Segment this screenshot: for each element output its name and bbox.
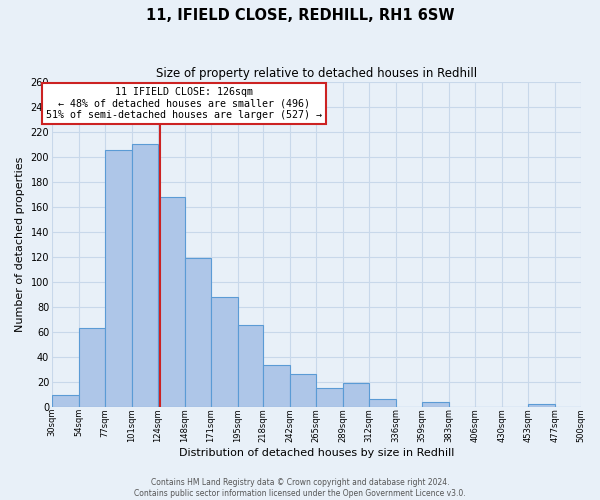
Bar	[316, 388, 343, 406]
X-axis label: Distribution of detached houses by size in Redhill: Distribution of detached houses by size …	[179, 448, 454, 458]
Bar	[132, 144, 158, 406]
Text: 11 IFIELD CLOSE: 126sqm
← 48% of detached houses are smaller (496)
51% of semi-d: 11 IFIELD CLOSE: 126sqm ← 48% of detache…	[46, 86, 322, 120]
Bar	[263, 366, 290, 406]
Title: Size of property relative to detached houses in Redhill: Size of property relative to detached ho…	[155, 68, 477, 80]
Bar	[422, 402, 449, 406]
Bar	[343, 383, 369, 406]
Bar	[105, 150, 132, 406]
Bar	[185, 258, 211, 406]
Bar	[211, 296, 238, 406]
Bar	[79, 328, 105, 406]
Text: Contains HM Land Registry data © Crown copyright and database right 2024.
Contai: Contains HM Land Registry data © Crown c…	[134, 478, 466, 498]
Bar	[52, 396, 79, 406]
Text: 11, IFIELD CLOSE, REDHILL, RH1 6SW: 11, IFIELD CLOSE, REDHILL, RH1 6SW	[146, 8, 454, 22]
Bar	[369, 399, 396, 406]
Bar	[238, 326, 263, 406]
Bar	[527, 404, 554, 406]
Bar	[158, 196, 185, 406]
Bar	[290, 374, 316, 406]
Y-axis label: Number of detached properties: Number of detached properties	[15, 156, 25, 332]
